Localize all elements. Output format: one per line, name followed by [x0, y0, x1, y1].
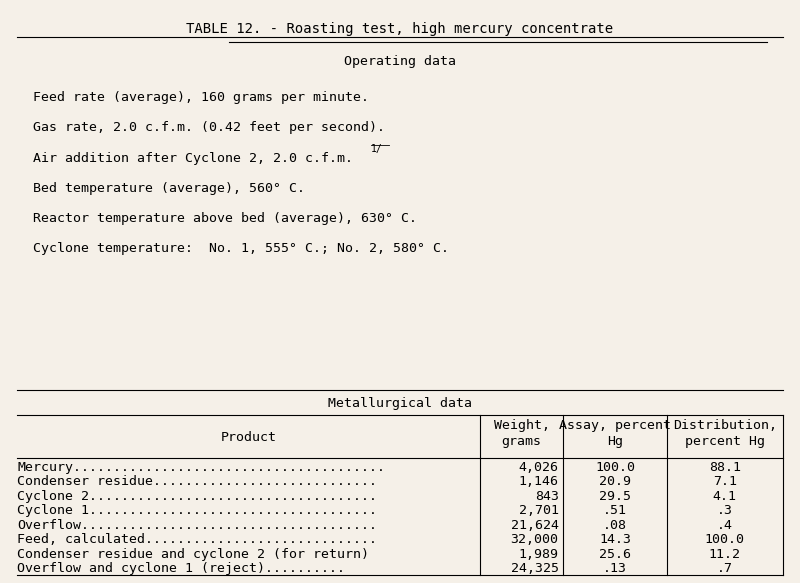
Text: 25.6: 25.6 [599, 548, 631, 561]
Text: Condenser residue............................: Condenser residue.......................… [18, 475, 378, 489]
Text: Condenser residue and cyclone 2 (for return): Condenser residue and cyclone 2 (for ret… [18, 548, 370, 561]
Text: .3: .3 [717, 504, 733, 518]
Text: .08: .08 [603, 519, 627, 532]
Text: Air addition after Cyclone 2, 2.0 c.f.m.: Air addition after Cyclone 2, 2.0 c.f.m. [34, 152, 354, 164]
Text: 1,146: 1,146 [518, 475, 558, 489]
Text: percent Hg: percent Hg [685, 436, 765, 448]
Text: Cyclone 2....................................: Cyclone 2...............................… [18, 490, 378, 503]
Text: 100.0: 100.0 [705, 533, 745, 546]
Text: Hg: Hg [607, 436, 623, 448]
Text: Reactor temperature above bed (average), 630° C.: Reactor temperature above bed (average),… [34, 212, 418, 225]
Text: Overflow.....................................: Overflow................................… [18, 519, 378, 532]
Text: Mercury.......................................: Mercury.................................… [18, 461, 386, 474]
Text: 32,000: 32,000 [510, 533, 558, 546]
Text: Distribution,: Distribution, [673, 419, 777, 432]
Text: .51: .51 [603, 504, 627, 518]
Text: Feed rate (average), 160 grams per minute.: Feed rate (average), 160 grams per minut… [34, 92, 370, 104]
Text: 29.5: 29.5 [599, 490, 631, 503]
Text: Cyclone 1....................................: Cyclone 1...............................… [18, 504, 378, 518]
Text: Bed temperature (average), 560° C.: Bed temperature (average), 560° C. [34, 182, 306, 195]
Text: grams: grams [502, 436, 542, 448]
Text: 1/: 1/ [371, 144, 383, 154]
Text: 88.1: 88.1 [709, 461, 741, 474]
Text: Gas rate, 2.0 c.f.m. (0.42 feet per second).: Gas rate, 2.0 c.f.m. (0.42 feet per seco… [34, 121, 386, 135]
Text: 843: 843 [534, 490, 558, 503]
Text: 4.1: 4.1 [713, 490, 737, 503]
Text: 100.0: 100.0 [595, 461, 635, 474]
Text: Overflow and cyclone 1 (reject)..........: Overflow and cyclone 1 (reject).........… [18, 563, 346, 575]
Text: Weight,: Weight, [494, 419, 550, 432]
Text: 4,026: 4,026 [518, 461, 558, 474]
Text: 2,701: 2,701 [518, 504, 558, 518]
Text: 20.9: 20.9 [599, 475, 631, 489]
Text: Feed, calculated.............................: Feed, calculated........................… [18, 533, 378, 546]
Text: 21,624: 21,624 [510, 519, 558, 532]
Text: Operating data: Operating data [344, 55, 456, 68]
Text: .4: .4 [717, 519, 733, 532]
Text: .7: .7 [717, 563, 733, 575]
Text: 24,325: 24,325 [510, 563, 558, 575]
Text: Assay, percent: Assay, percent [559, 419, 671, 432]
Text: 11.2: 11.2 [709, 548, 741, 561]
Text: Metallurgical data: Metallurgical data [328, 397, 472, 410]
Text: TABLE 12. - Roasting test, high mercury concentrate: TABLE 12. - Roasting test, high mercury … [186, 22, 614, 36]
Text: Cyclone temperature:  No. 1, 555° C.; No. 2, 580° C.: Cyclone temperature: No. 1, 555° C.; No.… [34, 242, 450, 255]
Text: 14.3: 14.3 [599, 533, 631, 546]
Text: .13: .13 [603, 563, 627, 575]
Text: Product: Product [221, 431, 277, 444]
Text: 1,989: 1,989 [518, 548, 558, 561]
Text: 7.1: 7.1 [713, 475, 737, 489]
